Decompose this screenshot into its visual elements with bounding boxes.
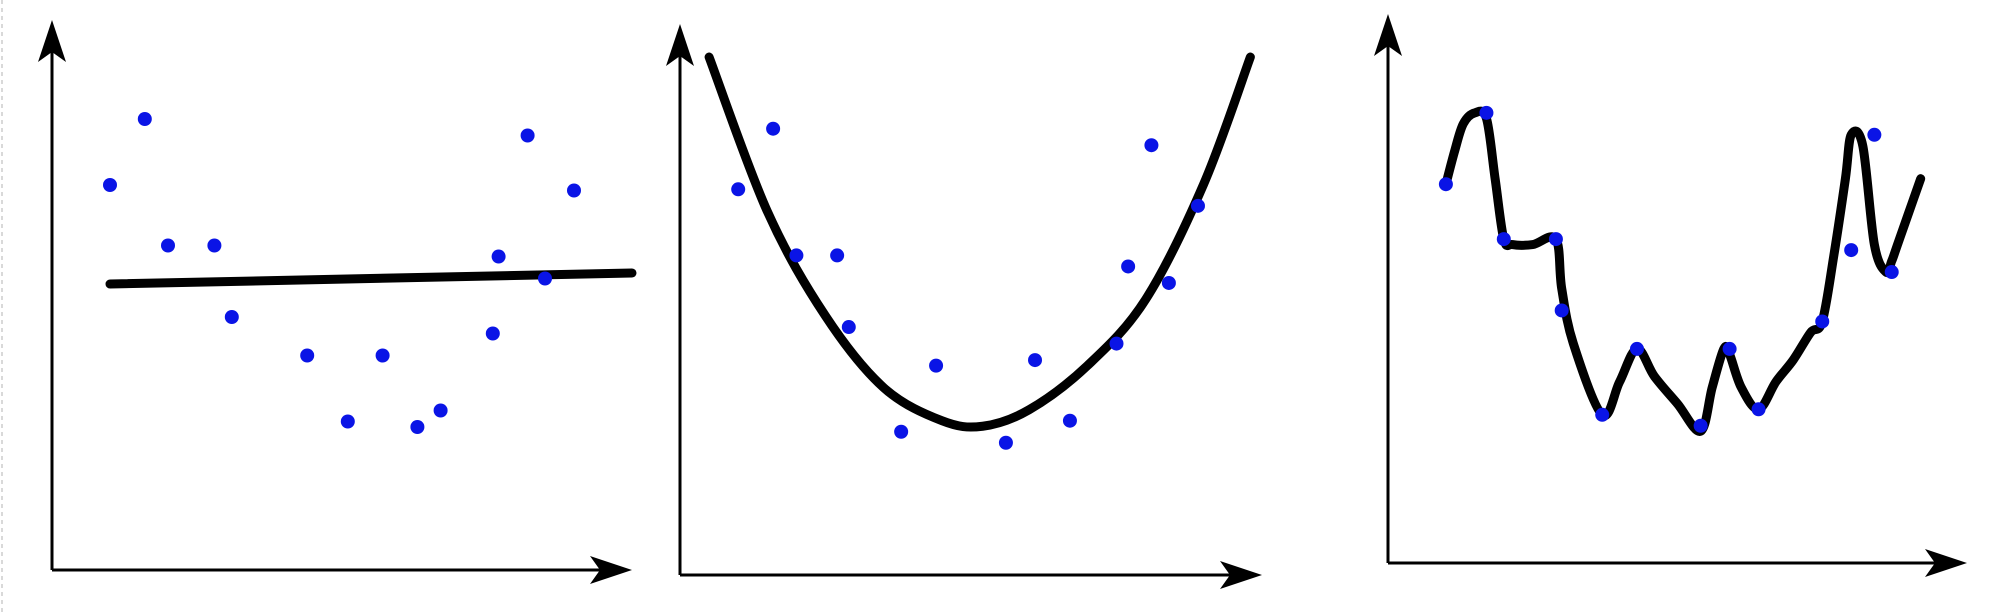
panel-good-fit-marks [704,52,1255,450]
x-axis-arrow [1220,561,1262,589]
data-point [1844,243,1859,258]
y-axis-arrow [38,20,66,62]
data-point [161,238,175,253]
data-point [1722,341,1737,356]
data-point [520,128,535,143]
data-point [1479,105,1494,120]
data-point [1496,232,1511,247]
data-point [1693,418,1708,433]
data-point [410,420,425,434]
fit-curve [704,52,1255,432]
data-point [300,348,315,363]
data-point [375,348,390,363]
data-point [567,183,581,198]
data-point [433,403,448,418]
panel-overfit-marks [1438,105,1926,436]
data-point [538,271,552,286]
data-point [1751,402,1766,417]
data-point [841,320,856,335]
data-point [731,182,746,197]
data-point [789,248,804,263]
fit-curve [1441,106,1926,436]
data-point [491,249,506,264]
data-point [830,248,845,263]
data-point [1028,353,1043,368]
y-axis-arrow [1374,14,1402,56]
data-point [1062,413,1077,428]
data-point [1867,127,1882,142]
data-point [1109,336,1124,351]
data-point [1144,138,1159,153]
data-point [103,178,117,192]
data-point [224,310,239,324]
panel-good-fit [666,24,1262,589]
data-point [137,112,152,126]
y-axis-arrow [666,24,694,66]
data-point [1190,198,1205,213]
data-point [1121,259,1136,274]
data-point [1438,177,1453,192]
data-point [485,326,500,341]
data-point [1161,275,1176,290]
data-point [207,238,222,253]
data-point [766,121,781,136]
data-point [1815,314,1830,329]
data-point [894,424,909,439]
panel-underfit-marks [103,112,637,434]
panel-underfit [38,20,637,584]
data-point [340,414,355,429]
data-point [1595,407,1610,422]
panel-overfit [1374,14,1967,577]
data-point [1884,265,1899,280]
x-axis-arrow [1925,549,1967,577]
data-point [998,435,1013,450]
x-axis-arrow [590,556,632,584]
data-point [929,358,944,373]
data-point [1629,341,1644,356]
data-point [1548,232,1563,247]
data-point [1554,303,1569,318]
fit-curve [105,268,637,289]
